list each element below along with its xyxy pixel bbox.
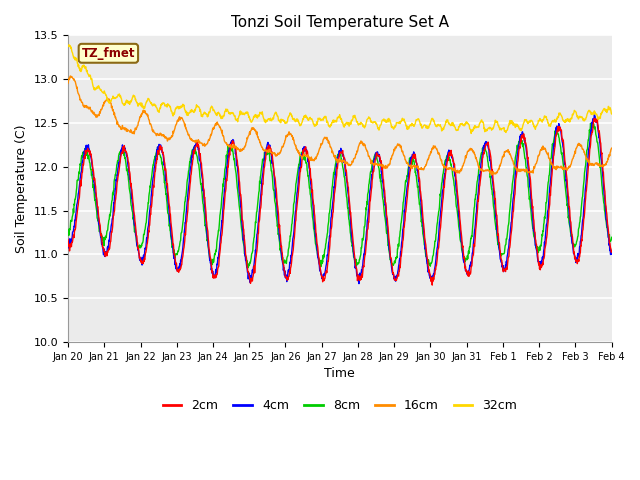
Y-axis label: Soil Temperature (C): Soil Temperature (C) bbox=[15, 124, 28, 253]
Text: TZ_fmet: TZ_fmet bbox=[82, 47, 135, 60]
Title: Tonzi Soil Temperature Set A: Tonzi Soil Temperature Set A bbox=[231, 15, 449, 30]
Legend: 2cm, 4cm, 8cm, 16cm, 32cm: 2cm, 4cm, 8cm, 16cm, 32cm bbox=[157, 394, 522, 417]
X-axis label: Time: Time bbox=[324, 367, 355, 380]
